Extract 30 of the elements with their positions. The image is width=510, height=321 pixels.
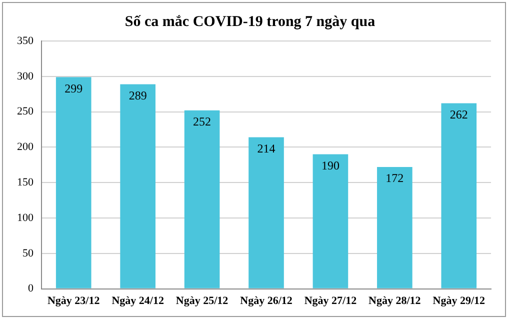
x-tick-label: Ngày 29/12 bbox=[432, 295, 486, 308]
y-tick-label: 150 bbox=[17, 176, 34, 188]
y-tick-label: 300 bbox=[17, 70, 34, 82]
data-label: 289 bbox=[128, 88, 147, 102]
bar bbox=[184, 110, 220, 288]
x-tick-label: Ngày 24/12 bbox=[112, 295, 164, 308]
x-tick-label: Ngày 28/12 bbox=[368, 295, 422, 308]
bar bbox=[377, 167, 412, 288]
data-label: 214 bbox=[257, 141, 276, 156]
bar bbox=[56, 77, 92, 288]
data-label: 190 bbox=[321, 158, 340, 172]
y-tick-label: 0 bbox=[28, 282, 34, 295]
x-tick-label: Ngày 26/12 bbox=[240, 295, 293, 308]
y-tick-label: 350 bbox=[17, 34, 34, 47]
bar bbox=[441, 103, 477, 288]
data-label: 262 bbox=[450, 107, 468, 122]
chart-title: Số ca mắc COVID-19 trong 7 ngày qua bbox=[124, 14, 376, 30]
bar bbox=[248, 137, 284, 288]
x-tick-label: Ngày 27/12 bbox=[304, 295, 358, 308]
y-tick-label: 250 bbox=[17, 106, 34, 118]
data-label: 299 bbox=[64, 81, 83, 96]
y-tick-label: 50 bbox=[22, 247, 34, 260]
y-tick-label: 200 bbox=[17, 141, 34, 154]
y-tick-label: 100 bbox=[17, 212, 34, 224]
data-label: 252 bbox=[193, 114, 212, 129]
bar bbox=[312, 154, 348, 288]
bar bbox=[120, 84, 156, 288]
x-tick-label: Ngày 25/12 bbox=[176, 295, 229, 308]
data-label: 172 bbox=[386, 171, 404, 186]
x-tick-label: Ngày 23/12 bbox=[47, 295, 100, 308]
